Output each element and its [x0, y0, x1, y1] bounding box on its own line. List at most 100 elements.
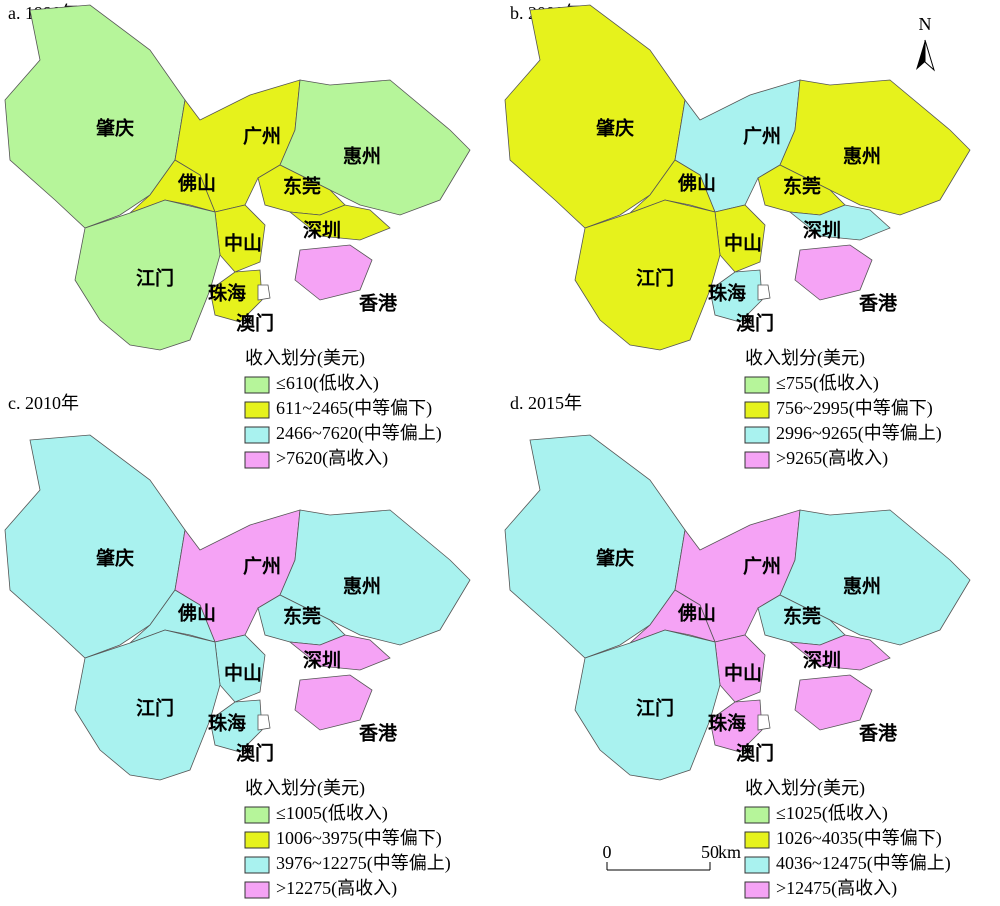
region-label: 佛山: [677, 601, 716, 624]
region-label: 香港: [858, 292, 898, 314]
region-label: 珠海: [208, 281, 246, 304]
north-arrow: N: [916, 14, 935, 72]
region-label: 广州: [243, 554, 281, 577]
legend-title: 收入划分(美元): [745, 348, 865, 369]
region-label: 广州: [243, 124, 281, 147]
region: [504, 434, 686, 659]
region: [288, 204, 391, 241]
legend-swatch: [744, 401, 770, 419]
legend-label: 611~2465(中等偏下): [276, 398, 432, 419]
legend-swatch: [244, 426, 270, 444]
region: [257, 714, 271, 731]
region-label: 肇庆: [96, 116, 134, 139]
region: [709, 269, 763, 323]
legend-label: 1026~4035(中等偏下): [776, 828, 942, 849]
region-label: 江门: [636, 696, 674, 719]
region-label: 澳门: [236, 311, 274, 334]
legend-swatch: [244, 806, 270, 824]
region: [757, 714, 771, 731]
region: [4, 4, 186, 229]
legend-label: 3976~12275(中等偏上): [276, 853, 451, 874]
region: [788, 634, 891, 671]
region-label: 中山: [724, 661, 762, 684]
region-label: 香港: [358, 722, 398, 744]
panel-title: c. 2010年: [8, 393, 79, 413]
region: [757, 284, 771, 301]
region: [279, 79, 471, 216]
region: [574, 629, 721, 781]
region-label: 珠海: [708, 281, 746, 304]
region-label: 江门: [136, 696, 174, 719]
region-label: 深圳: [803, 648, 841, 671]
region-label: 惠州: [343, 575, 381, 597]
region: [129, 159, 216, 214]
legend-swatch: [744, 856, 770, 874]
legend-label: 2466~7620(中等偏上): [276, 423, 442, 444]
region-label: 佛山: [177, 171, 216, 194]
region-label: 香港: [858, 722, 898, 744]
region: [504, 4, 686, 229]
legend-swatch: [744, 426, 770, 444]
scale-label: 50: [701, 842, 719, 862]
panel-title: d. 2015年: [510, 393, 582, 413]
legend-swatch: [244, 376, 270, 394]
region: [788, 204, 891, 241]
legend-label: 4036~12475(中等偏上): [776, 853, 951, 874]
legend-label: >12275(高收入): [276, 878, 397, 899]
region: [257, 284, 271, 301]
region: [794, 244, 873, 301]
legend-swatch: [244, 881, 270, 899]
legend-label: 2996~9265(中等偏上): [776, 423, 942, 444]
region-label: 澳门: [736, 311, 774, 334]
region: [288, 634, 391, 671]
region: [709, 699, 763, 753]
region: [779, 79, 971, 216]
legend-swatch: [244, 451, 270, 469]
legend-label: 756~2995(中等偏下): [776, 398, 933, 419]
region-label: 惠州: [843, 145, 881, 167]
legend-label: >12475(高收入): [776, 878, 897, 899]
region: [779, 509, 971, 646]
legend-label: ≤610(低收入): [276, 373, 379, 394]
legend-label: >7620(高收入): [276, 448, 388, 469]
region-label: 澳门: [736, 741, 774, 764]
region-label: 江门: [136, 266, 174, 289]
legend-swatch: [744, 881, 770, 899]
legend-swatch: [244, 856, 270, 874]
region-label: 惠州: [843, 575, 881, 597]
region-label: 东莞: [283, 604, 321, 627]
legend-label: >9265(高收入): [776, 448, 888, 469]
region: [209, 699, 263, 753]
region-label: 珠海: [208, 711, 246, 734]
legend-title: 收入划分(美元): [745, 778, 865, 799]
region-label: 佛山: [677, 171, 716, 194]
legend-label: ≤1025(低收入): [776, 803, 888, 824]
region-label: 广州: [743, 554, 781, 577]
region-label: 珠海: [708, 711, 746, 734]
legend-swatch: [744, 451, 770, 469]
region: [279, 509, 471, 646]
region-label: 深圳: [303, 218, 341, 241]
region-label: 澳门: [236, 741, 274, 764]
region-label: 深圳: [803, 218, 841, 241]
region-label: 广州: [743, 124, 781, 147]
region: [74, 199, 221, 351]
region-label: 深圳: [303, 648, 341, 671]
legend-swatch: [744, 831, 770, 849]
region: [74, 629, 221, 781]
legend-label: ≤755(低收入): [776, 373, 879, 394]
legend-label: ≤1005(低收入): [276, 803, 388, 824]
region: [209, 269, 263, 323]
region: [629, 159, 716, 214]
region-label: 佛山: [177, 601, 216, 624]
scale-label: 0: [603, 842, 612, 862]
region: [629, 589, 716, 644]
region-label: 中山: [224, 661, 262, 684]
north-label: N: [919, 14, 932, 34]
legend-title: 收入划分(美元): [245, 778, 365, 799]
legend-swatch: [744, 806, 770, 824]
